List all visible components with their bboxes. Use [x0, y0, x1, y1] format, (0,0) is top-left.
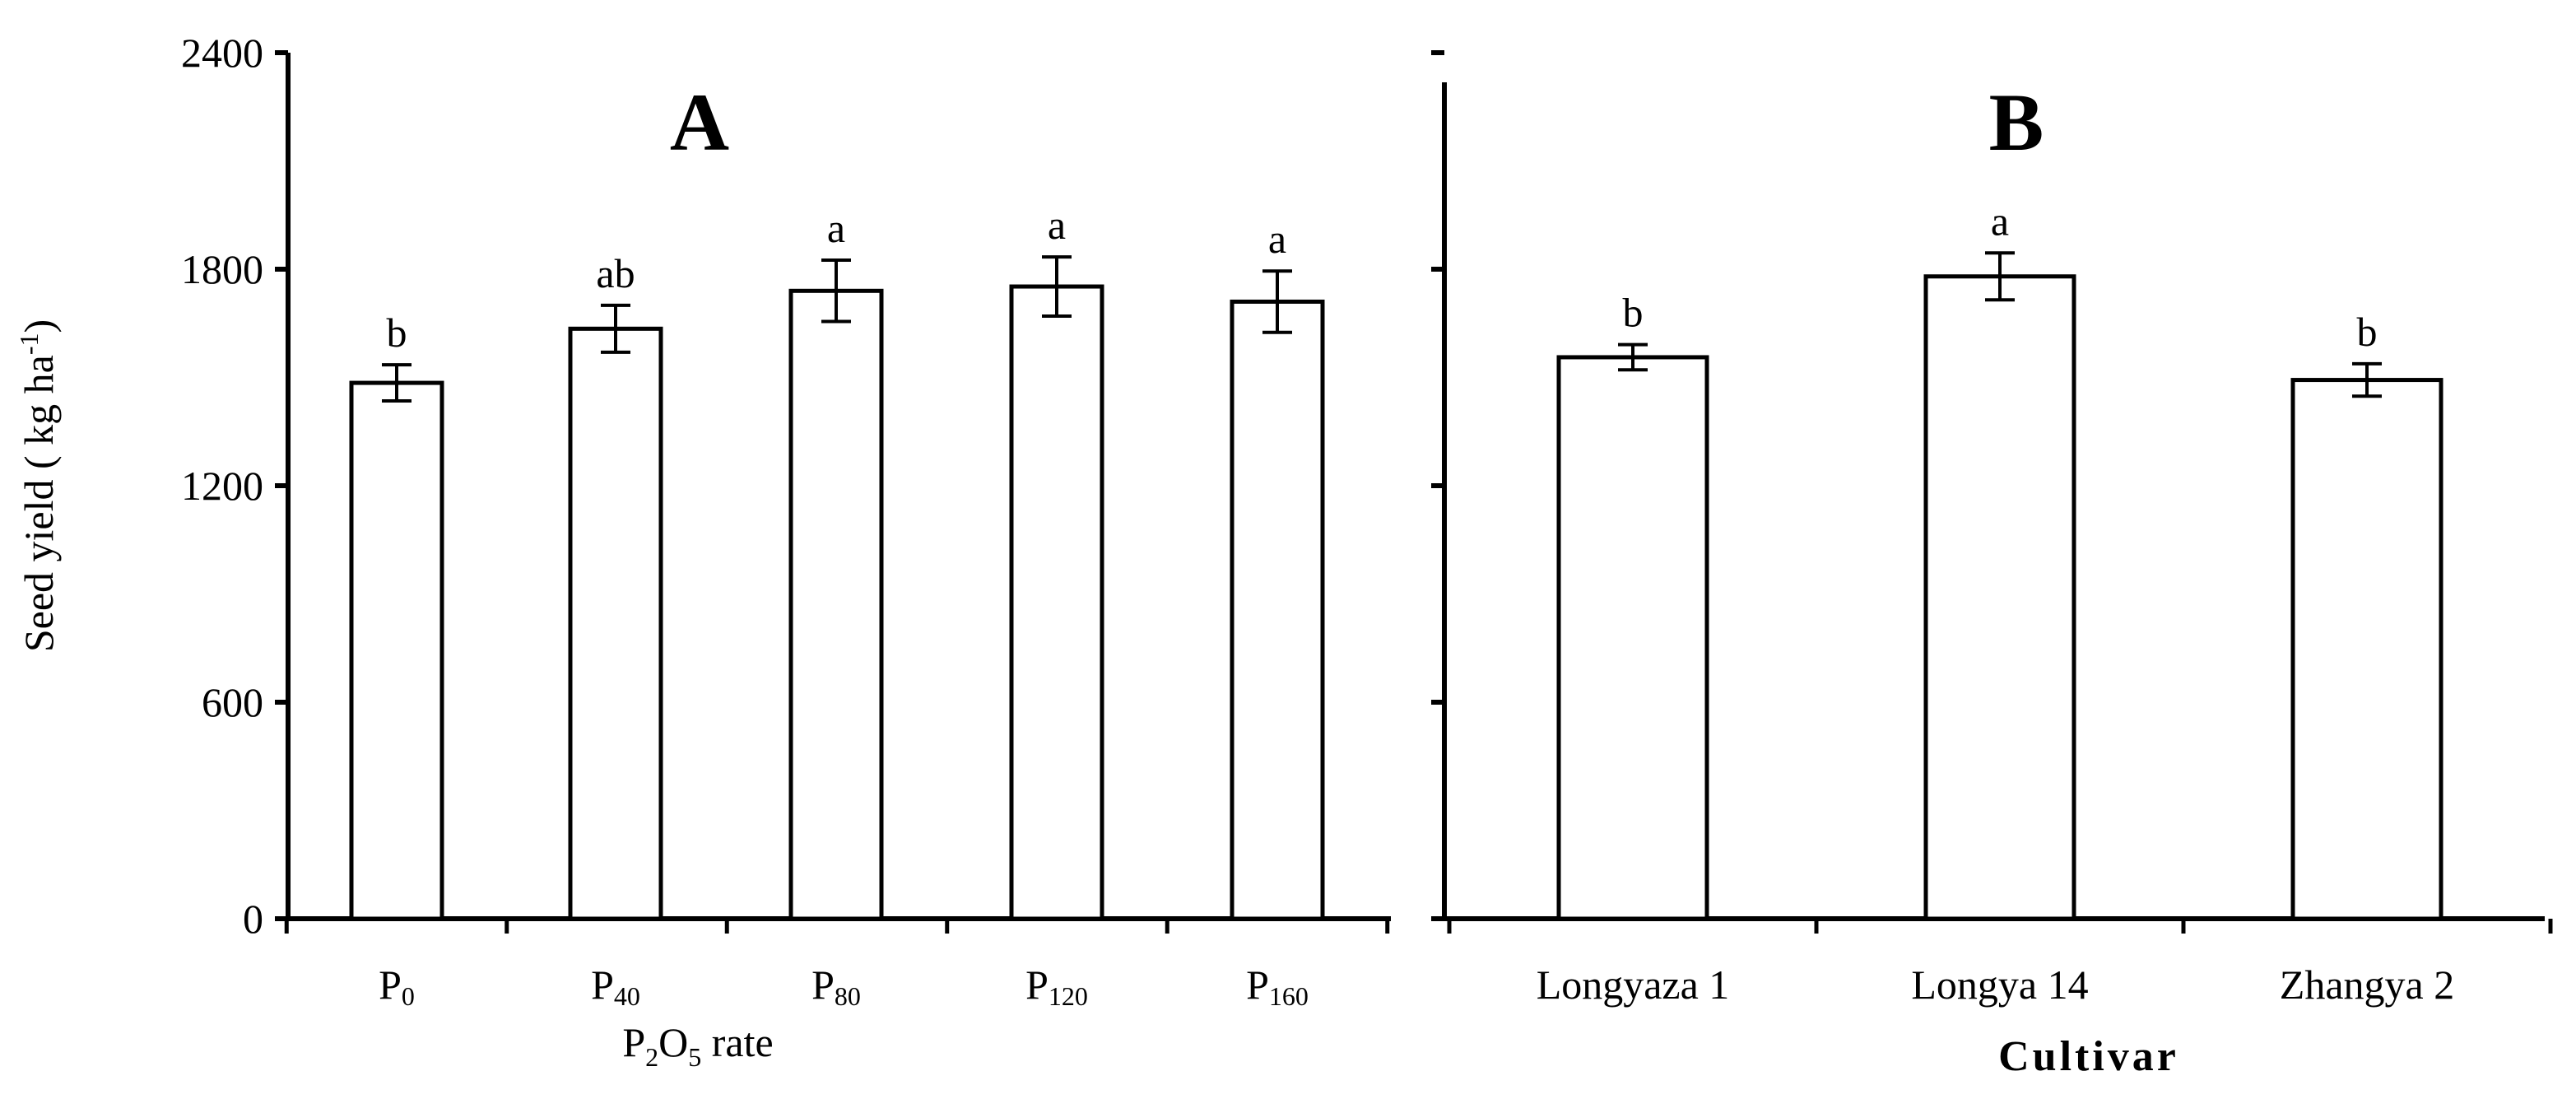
panel-b-x-axis-title: Cultivar: [1998, 1033, 2179, 1080]
panel-a-category-label: P160: [1246, 962, 1309, 1011]
panel-a-bar: [349, 380, 444, 921]
panel-a-y-tick-label: 1200: [181, 463, 263, 509]
panel-a-y-axis-title: Seed yield ( kg ha-1): [14, 319, 62, 652]
panel-a-y-tick-label: 2400: [181, 30, 263, 76]
panel-b-significance-label: b: [2357, 309, 2378, 355]
panel-b-bar: [1556, 355, 1709, 921]
panel-b-significance-label: b: [1623, 290, 1644, 336]
panel-a-bar: [788, 288, 884, 921]
panel-a-significance-label: a: [1268, 216, 1286, 262]
panel-a-category-label: P80: [811, 962, 861, 1011]
panel-a-bar: [568, 326, 663, 921]
panel-a-y-tick-label: 1800: [181, 246, 263, 292]
panel-a-letter: A: [670, 77, 729, 168]
panel-a-significance-label: a: [827, 205, 845, 251]
panel-b-category-label: Longyaza 1: [1537, 962, 1730, 1008]
panel-b-bar: [1923, 274, 2076, 921]
panel-a-category-label: P120: [1025, 962, 1088, 1011]
panel-b-bar: [2290, 378, 2443, 921]
panel-a: A 0 600 1200 1800 2400 b P0 ab P40 a P80 a P120 a P16…: [14, 30, 1391, 1072]
panel-a-bar: [1009, 284, 1104, 921]
panel-a-significance-label: ab: [596, 250, 635, 296]
panel-a-bar: [1230, 299, 1325, 921]
panel-b: B b Longyaza 1 a Longya 14 b Zhangya 2 Cultiv…: [1431, 50, 2553, 1080]
panel-a-y-tick-label: 0: [243, 896, 263, 942]
panel-b-category-label: Zhangya 2: [2280, 962, 2454, 1008]
panel-a-category-label: P40: [591, 962, 640, 1011]
panel-b-category-label: Longya 14: [1911, 962, 2088, 1008]
panel-a-significance-label: a: [1048, 202, 1066, 248]
panel-a-x-axis-title: P2O5 rate: [622, 1019, 773, 1072]
panel-a-y-tick-label: 600: [202, 679, 263, 725]
panel-b-significance-label: a: [1991, 198, 2009, 244]
panel-b-letter: B: [1989, 77, 2044, 168]
panel-a-category-label: P0: [379, 962, 415, 1011]
panel-a-significance-label: b: [387, 310, 407, 356]
